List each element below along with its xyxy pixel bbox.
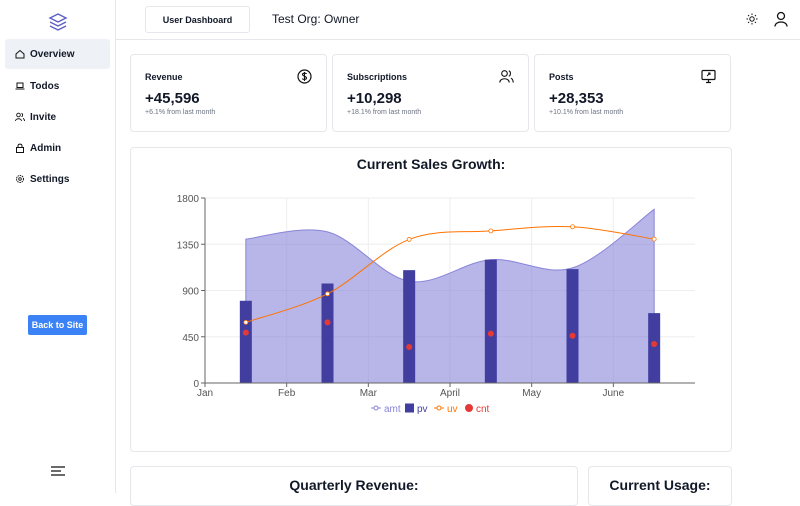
home-icon bbox=[15, 49, 25, 59]
sales-growth-chart-card: Current Sales Growth: 0 450 900 1350 1800 Jan… bbox=[130, 147, 732, 452]
legend-marker-amt-dot bbox=[373, 405, 379, 411]
top-bar: User Dashboard Test Org: Owner bbox=[116, 0, 800, 40]
line-uv bbox=[245, 225, 655, 323]
menu-icon[interactable] bbox=[51, 466, 65, 476]
quarterly-revenue-card: Quarterly Revenue: bbox=[130, 466, 578, 506]
current-usage-card: Current Usage: bbox=[588, 466, 732, 506]
legend-label-cnt: cnt bbox=[476, 404, 490, 415]
point-uv bbox=[243, 319, 249, 325]
area-amt bbox=[245, 208, 655, 384]
sun-icon[interactable] bbox=[746, 13, 758, 25]
card-value: +28,353 bbox=[549, 90, 604, 107]
bar-pv bbox=[403, 270, 416, 383]
x-tick-label: April bbox=[440, 388, 460, 399]
x-tick-label: June bbox=[602, 388, 624, 399]
point-cnt bbox=[569, 332, 576, 339]
users-icon bbox=[15, 112, 25, 122]
sidebar-item-label: Todos bbox=[30, 80, 60, 92]
point-uv bbox=[325, 291, 330, 297]
sidebar-item-todos[interactable]: Todos bbox=[5, 71, 110, 101]
monitor-icon bbox=[701, 69, 716, 84]
sidebar: Overview Todos Invite Admin Settings Bac… bbox=[0, 0, 116, 493]
y-tick-label: 0 bbox=[193, 379, 199, 390]
bar-pv bbox=[484, 259, 497, 383]
sidebar-item-label: Admin bbox=[30, 142, 62, 154]
card-value: +10,298 bbox=[347, 90, 402, 107]
point-uv bbox=[406, 237, 412, 242]
card-subtext: +18.1% from last month bbox=[347, 109, 422, 116]
x-tick-label: Feb bbox=[278, 388, 296, 399]
card-subtext: +10.1% from last month bbox=[549, 109, 624, 116]
sidebar-item-invite[interactable]: Invite bbox=[5, 102, 110, 132]
posts-card: Posts +28,353 +10.1% from last month bbox=[534, 54, 731, 132]
point-cnt bbox=[242, 329, 249, 336]
tab-user-dashboard[interactable]: User Dashboard bbox=[145, 6, 250, 33]
card-label: Revenue bbox=[145, 72, 183, 82]
legend-label-amt: amt bbox=[384, 404, 401, 415]
subscriptions-card: Subscriptions +10,298 +18.1% from last m… bbox=[332, 54, 529, 132]
sidebar-item-label: Overview bbox=[30, 48, 75, 60]
sidebar-item-settings[interactable]: Settings bbox=[5, 164, 110, 194]
logo-icon[interactable] bbox=[48, 12, 68, 32]
y-tick-label: 1800 bbox=[177, 194, 200, 205]
point-cnt bbox=[406, 344, 413, 351]
gear-icon bbox=[16, 175, 24, 183]
point-cnt bbox=[651, 340, 658, 347]
sidebar-item-admin[interactable]: Admin bbox=[5, 133, 110, 163]
legend-marker-uv-dot bbox=[436, 405, 442, 411]
users-icon bbox=[499, 70, 514, 83]
dollar-icon bbox=[297, 69, 312, 84]
quarterly-revenue-title: Quarterly Revenue: bbox=[289, 477, 419, 493]
point-uv bbox=[488, 228, 494, 234]
back-to-site-button[interactable]: Back to Site bbox=[28, 315, 87, 335]
point-uv bbox=[570, 224, 575, 230]
sales-growth-chart: 0 450 900 1350 1800 Jan Feb Mar April May June amt p… bbox=[177, 194, 695, 415]
x-tick-label: May bbox=[522, 388, 541, 399]
legend-marker-pv bbox=[405, 403, 414, 413]
y-tick-label: 1350 bbox=[177, 240, 200, 251]
card-label: Posts bbox=[549, 72, 574, 82]
bar-pv bbox=[648, 313, 661, 383]
user-icon[interactable] bbox=[774, 11, 788, 27]
y-tick-label: 900 bbox=[182, 287, 199, 298]
bar-pv bbox=[239, 300, 252, 383]
bar-pv bbox=[321, 283, 334, 383]
point-uv bbox=[651, 236, 657, 242]
sidebar-item-overview[interactable]: Overview bbox=[5, 39, 110, 69]
revenue-card: Revenue +45,596 +6.1% from last month bbox=[130, 54, 327, 132]
x-tick-label: Jan bbox=[197, 388, 213, 399]
sidebar-item-label: Invite bbox=[30, 111, 57, 123]
legend-marker-cnt bbox=[465, 404, 473, 412]
card-label: Subscriptions bbox=[347, 72, 408, 82]
y-tick-label: 450 bbox=[182, 333, 199, 344]
sidebar-item-label: Settings bbox=[30, 173, 70, 185]
legend-label-uv: uv bbox=[447, 404, 458, 415]
lock-icon bbox=[16, 143, 24, 153]
current-usage-title: Current Usage: bbox=[609, 477, 711, 493]
card-subtext: +6.1% from last month bbox=[145, 109, 216, 116]
legend-label-pv: pv bbox=[417, 404, 428, 415]
point-cnt bbox=[487, 330, 494, 337]
laptop-icon bbox=[15, 82, 25, 90]
card-value: +45,596 bbox=[145, 90, 200, 107]
chart-title: Current Sales Growth: bbox=[356, 156, 506, 172]
org-title: Test Org: Owner bbox=[272, 12, 360, 26]
point-cnt bbox=[324, 319, 331, 326]
x-tick-label: Mar bbox=[360, 388, 378, 399]
bar-pv bbox=[566, 269, 579, 383]
